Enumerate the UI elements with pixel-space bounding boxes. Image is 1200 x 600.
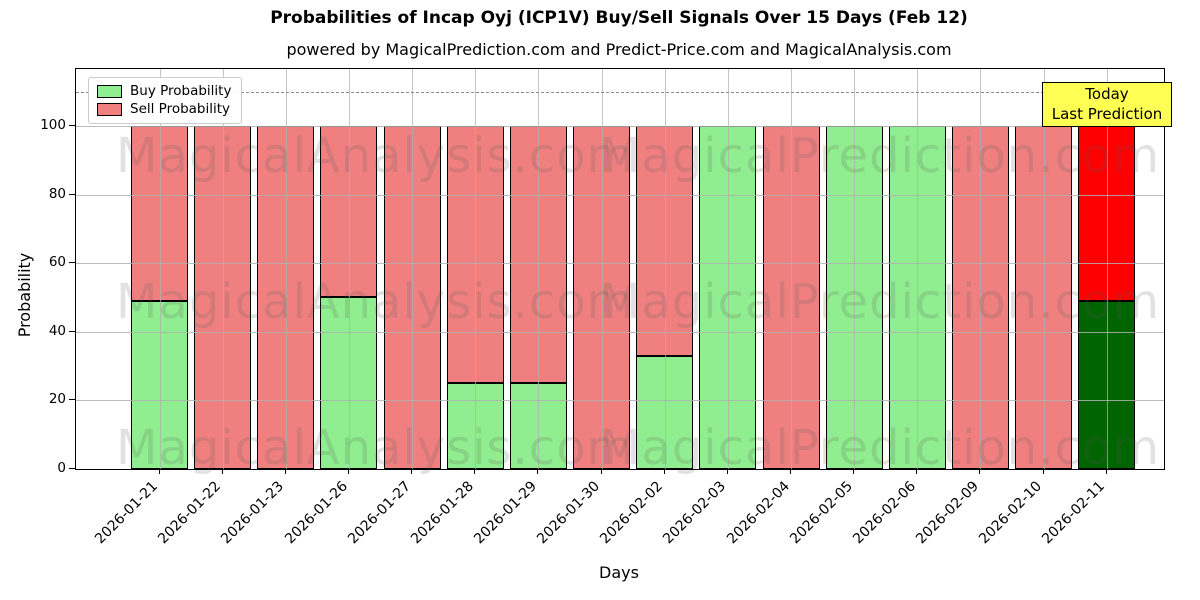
watermark-text: MagicalAnalysis.com: [116, 420, 635, 476]
gridline-vertical: [791, 69, 792, 469]
x-tick-label-text: 2026-01-22: [155, 478, 225, 548]
plot-area: MagicalAnalysis.com MagicalPrediction.com…: [75, 68, 1165, 476]
gridline-vertical: [664, 69, 666, 469]
x-tick-label-text: 2026-02-10: [976, 478, 1046, 548]
gridline-horizontal: [76, 331, 1164, 333]
y-tick-mark: [69, 124, 75, 126]
gridline-horizontal: [76, 400, 1164, 402]
x-tick-label-text: 2026-01-28: [408, 478, 477, 548]
x-tick-mark: [221, 468, 223, 474]
legend: Buy Probability Sell Probability: [88, 77, 242, 124]
watermark-text: MagicalPrediction.com: [599, 128, 1160, 184]
y-tick-mark: [69, 262, 75, 264]
gridline-vertical: [348, 69, 350, 469]
x-tick-mark: [663, 468, 665, 474]
x-tick-label-text: 2026-01-26: [281, 478, 351, 548]
legend-buy-label: Buy Probability: [130, 83, 232, 99]
gridline-vertical: [412, 69, 414, 469]
y-tick-label: 20: [48, 391, 66, 408]
x-tick-mark: [979, 468, 981, 474]
x-tick-mark: [411, 468, 413, 474]
legend-sell-label: Sell Probability: [130, 101, 231, 117]
watermark-text: MagicalPrediction.com: [599, 274, 1160, 330]
gridline-vertical: [917, 69, 919, 469]
x-tick-label-text: 2026-02-02: [597, 478, 667, 548]
watermark-text: MagicalAnalysis.com: [116, 274, 635, 330]
x-tick-mark: [726, 468, 728, 474]
x-tick-label-text: 2026-01-30: [534, 478, 604, 548]
gridline-vertical: [854, 69, 856, 469]
gridline-vertical: [222, 69, 224, 469]
today-annotation-line1: Today: [1085, 85, 1129, 103]
y-tick-label: 60: [48, 254, 66, 271]
x-tick-label-text: 2026-02-03: [660, 478, 730, 548]
x-tick-mark: [600, 468, 602, 474]
x-tick-mark: [853, 468, 855, 474]
watermark-text: MagicalAnalysis.com: [116, 128, 635, 184]
x-tick-label-text: 2026-02-05: [786, 478, 856, 548]
y-tick-mark: [69, 330, 75, 332]
x-tick-mark: [347, 468, 349, 474]
x-tick-label-text: 2026-01-23: [218, 478, 288, 548]
gridline-vertical: [727, 69, 729, 469]
chart-title: Probabilities of Incap Oyj (ICP1V) Buy/S…: [270, 8, 968, 28]
gridline-horizontal: [76, 125, 1164, 127]
chart-subtitle: powered by MagicalPrediction.com and Pre…: [286, 40, 952, 59]
gridline-vertical: [285, 69, 287, 469]
x-tick-mark: [537, 468, 539, 474]
x-tick-mark: [1105, 468, 1107, 474]
x-tick-mark: [916, 468, 918, 474]
y-tick-mark: [69, 399, 75, 401]
x-tick-label-text: 2026-02-09: [913, 478, 983, 548]
legend-item-sell: Sell Probability: [97, 101, 233, 118]
x-tick-label-text: 2026-02-11: [1039, 478, 1109, 548]
y-tick-mark: [69, 468, 75, 469]
today-annotation: Today Last Prediction: [1042, 82, 1172, 127]
gridline-vertical: [1106, 69, 1108, 469]
gridline-vertical: [601, 69, 603, 469]
y-tick-label: 100: [40, 116, 66, 133]
y-tick-label: 40: [48, 322, 66, 339]
gridline-horizontal: [76, 263, 1164, 265]
sell-swatch: [97, 103, 122, 116]
gridline-vertical: [980, 69, 982, 469]
gridline-vertical: [475, 69, 477, 469]
x-tick-label-text: 2026-02-04: [723, 478, 793, 548]
x-tick-mark: [284, 468, 286, 474]
x-tick-mark: [790, 468, 791, 474]
x-tick-label-text: 2026-01-27: [344, 478, 414, 548]
today-annotation-line2: Last Prediction: [1051, 105, 1163, 123]
dashed-threshold-line: [76, 91, 1164, 93]
y-tick-label: 80: [48, 185, 66, 202]
gridline-vertical: [159, 69, 161, 469]
y-tick-label: 0: [57, 460, 66, 476]
buy-swatch: [97, 85, 122, 98]
x-tick-mark: [474, 468, 476, 474]
x-tick-label-text: 2026-02-06: [850, 478, 919, 548]
x-tick-label-text: 2026-01-29: [471, 478, 541, 548]
x-tick-label-text: 2026-01-21: [92, 478, 162, 548]
gridline-vertical: [538, 69, 540, 469]
gridline-horizontal: [76, 194, 1164, 196]
x-tick-mark: [1042, 468, 1044, 474]
gridline-vertical: [1043, 69, 1045, 469]
watermark-text: MagicalPrediction.com: [599, 420, 1160, 476]
x-tick-mark: [158, 468, 160, 474]
legend-item-buy: Buy Probability: [97, 83, 233, 100]
x-axis-label: Days: [599, 563, 639, 582]
y-tick-mark: [69, 193, 75, 195]
